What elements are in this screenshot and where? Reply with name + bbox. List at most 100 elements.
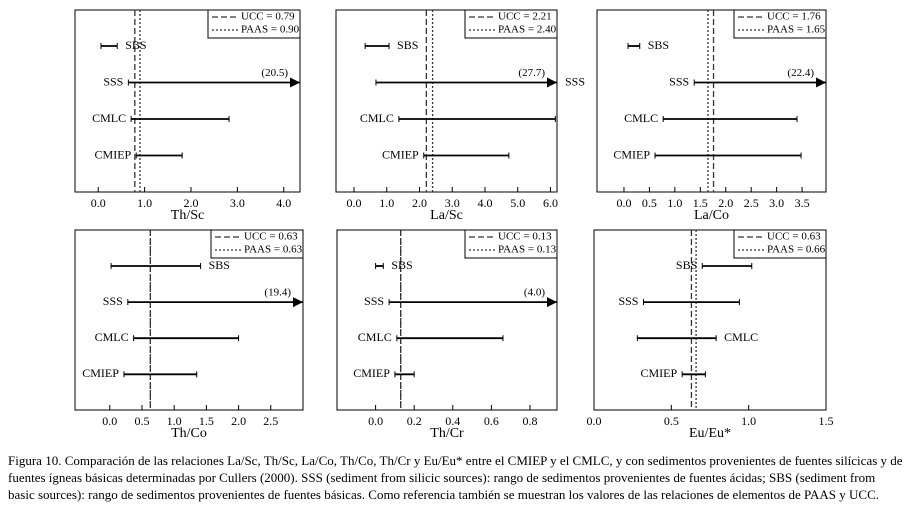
range-label: SBS [125, 38, 146, 52]
range-label: CMLC [624, 111, 658, 125]
x-tick-label: 1.5 [819, 414, 834, 428]
range-label: SBS [391, 258, 412, 272]
x-tick-label: 0.0 [102, 414, 117, 428]
legend [733, 9, 827, 39]
range-label: SSS [364, 294, 384, 308]
range-label: CMLC [358, 330, 392, 344]
legend-label: UCC = 0.63 [767, 231, 821, 243]
range-label: CMIEP [382, 147, 419, 161]
range-value-label: (19.4) [264, 287, 291, 299]
range-value-label: (22.4) [787, 67, 814, 79]
plot-frame [335, 9, 558, 193]
x-tick-label: 4.0 [276, 196, 291, 210]
range-arrow [816, 77, 826, 88]
legend-label: UCC = 1.76 [767, 11, 821, 23]
x-tick-label: 2.0 [412, 196, 427, 210]
x-axis-label: La/Co [694, 208, 729, 223]
x-tick-label: 2.0 [718, 196, 733, 210]
x-tick-label: 2.0 [183, 196, 198, 210]
legend-label: PAAS = 0.13 [498, 244, 557, 256]
range-label: SBS [397, 38, 418, 52]
legend-label: PAAS = 2.40 [498, 24, 557, 36]
range-label: CMLC [92, 111, 126, 125]
x-tick-label: 0.5 [664, 414, 679, 428]
x-tick-label: 0.5 [134, 414, 149, 428]
legend-label: UCC = 0.13 [498, 231, 552, 243]
x-axis-label: Eu/Eu* [689, 426, 731, 441]
x-tick-label: 0.0 [616, 196, 631, 210]
x-tick-label: 0.6 [484, 414, 499, 428]
range-arrow [293, 297, 303, 308]
range-label: SBS [209, 258, 230, 272]
x-tick-label: 1.0 [137, 196, 152, 210]
x-tick-label: 3.0 [230, 196, 245, 210]
x-tick-label: 1.0 [667, 196, 682, 210]
x-tick-label: 1.5 [199, 414, 214, 428]
x-tick-label: 1.5 [693, 196, 708, 210]
x-axis-label: Th/Co [171, 426, 207, 441]
range-value-label: (4.0) [524, 287, 545, 299]
range-label: CMIEP [95, 147, 132, 161]
plot-frame [74, 229, 304, 411]
range-arrow [290, 77, 300, 88]
x-tick-label: 2.5 [744, 196, 759, 210]
legend [210, 229, 304, 259]
range-label: CMIEP [640, 366, 677, 380]
x-tick-label: 0.4 [445, 414, 460, 428]
range-label: CMIEP [82, 366, 119, 380]
legend [733, 229, 827, 259]
legend-label: PAAS = 0.66 [767, 244, 826, 256]
plot-frame [596, 9, 827, 193]
plot-frame [593, 229, 827, 411]
x-tick-label: 0.8 [522, 414, 537, 428]
x-tick-label: 4.0 [477, 196, 492, 210]
range-label: CMIEP [613, 147, 650, 161]
range-arrow [547, 77, 557, 88]
legend-label: UCC = 0.79 [241, 11, 295, 23]
legend [464, 9, 558, 39]
x-tick-label: 0.2 [407, 414, 422, 428]
caption: Figura 10. Comparación de las relaciones… [8, 453, 903, 502]
plot-frame [336, 229, 558, 411]
x-axis-label: Th/Cr [430, 426, 464, 441]
range-label: CMLC [360, 111, 394, 125]
range-value-label: (27.7) [518, 67, 545, 79]
range-label: SSS [618, 294, 638, 308]
legend-label: UCC = 2.21 [498, 11, 552, 23]
range-label: SSS [103, 294, 123, 308]
x-tick-label: 1.0 [167, 414, 182, 428]
range-arrow [547, 297, 557, 308]
legend-label: PAAS = 1.65 [767, 24, 826, 36]
x-tick-label: 3.0 [769, 196, 784, 210]
plot-frame [74, 9, 301, 193]
range-value-label: (20.5) [261, 67, 288, 79]
x-tick-label: 1.0 [741, 414, 756, 428]
x-tick-label: 0.0 [91, 196, 106, 210]
x-tick-label: 2.0 [231, 414, 246, 428]
range-label: SBS [676, 258, 697, 272]
legend-label: UCC = 0.63 [244, 231, 298, 243]
x-tick-label: 1.0 [379, 196, 394, 210]
range-label: SBS [648, 38, 669, 52]
legend-label: PAAS = 0.63 [244, 244, 303, 256]
range-label: SSS [103, 74, 123, 88]
x-tick-label: 2.5 [263, 414, 278, 428]
range-label: SSS [669, 74, 689, 88]
x-tick-label: 3.0 [445, 196, 460, 210]
range-label: CMLC [724, 330, 758, 344]
legend-label: PAAS = 0.90 [241, 24, 300, 36]
x-tick-label: 0.0 [368, 414, 383, 428]
range-label: CMLC [95, 330, 129, 344]
x-tick-label: 3.5 [795, 196, 810, 210]
range-label: SSS [565, 74, 585, 88]
x-tick-label: 0.0 [587, 414, 602, 428]
x-tick-label: 5.0 [510, 196, 525, 210]
x-tick-label: 0.5 [642, 196, 657, 210]
x-tick-label: 0.0 [347, 196, 362, 210]
range-label: CMIEP [353, 366, 390, 380]
legend [207, 9, 301, 39]
x-tick-label: 6.0 [543, 196, 558, 210]
x-axis-label: La/Sc [430, 208, 463, 223]
